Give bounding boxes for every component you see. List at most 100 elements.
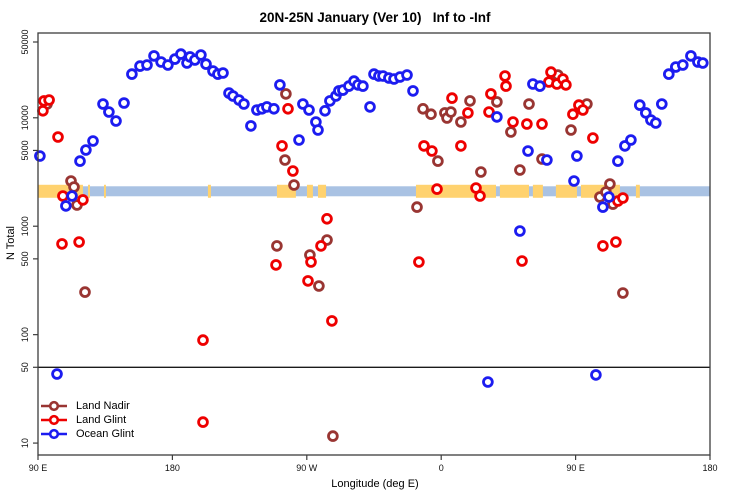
- land-band-segment: [555, 184, 577, 198]
- data-point: [612, 155, 624, 167]
- data-point: [118, 97, 130, 109]
- y-axis-title: N Total: [5, 225, 17, 261]
- data-point: [126, 68, 138, 80]
- x-tick-label: 90 E: [29, 463, 48, 473]
- data-point: [217, 67, 229, 79]
- data-point: [319, 105, 331, 117]
- data-point: [521, 118, 533, 130]
- data-point: [507, 116, 519, 128]
- data-point: [73, 236, 85, 248]
- land-band-segment: [207, 184, 211, 198]
- land-band-segment: [318, 184, 327, 198]
- data-point: [79, 286, 91, 298]
- data-point: [446, 92, 458, 104]
- data-point: [195, 49, 207, 61]
- data-point: [303, 104, 315, 116]
- data-point: [80, 144, 92, 156]
- data-point: [97, 98, 109, 110]
- land-band-segment: [88, 184, 90, 198]
- data-point: [288, 179, 300, 191]
- data-point: [662, 68, 675, 80]
- data-point: [604, 178, 616, 190]
- legend-marker-icon: [41, 414, 67, 426]
- legend-marker-icon: [41, 400, 67, 412]
- data-point: [499, 70, 511, 82]
- data-point: [464, 95, 476, 107]
- data-point: [407, 85, 419, 97]
- data-point: [462, 107, 474, 119]
- data-point: [66, 190, 78, 202]
- data-point: [57, 190, 69, 202]
- data-point: [432, 155, 444, 167]
- data-point: [321, 213, 333, 225]
- data-point: [617, 287, 629, 299]
- legend-item-ocean-glint: Ocean Glint: [40, 427, 134, 441]
- data-point: [545, 66, 557, 78]
- data-point: [274, 79, 286, 91]
- data-point: [357, 80, 369, 92]
- x-tick-label: 180: [165, 463, 180, 473]
- data-point: [655, 98, 668, 110]
- data-point: [51, 368, 63, 380]
- data-point: [568, 175, 580, 187]
- land-band-segment: [104, 184, 106, 198]
- data-point: [483, 106, 495, 118]
- data-point: [110, 115, 122, 127]
- legend-label: Ocean Glint: [76, 428, 135, 440]
- data-point: [491, 111, 503, 123]
- data-point: [418, 140, 430, 152]
- land-band-segment: [306, 184, 313, 198]
- data-point: [500, 80, 512, 92]
- data-point: [633, 99, 646, 111]
- data-point: [276, 140, 288, 152]
- data-point: [491, 96, 503, 108]
- data-point: [516, 255, 528, 267]
- data-point: [162, 59, 174, 71]
- chart-title: 20N-25N January (Ver 10) Inf to -Inf: [259, 10, 491, 25]
- land-band-segment: [532, 184, 543, 198]
- data-point: [305, 256, 317, 268]
- data-point: [522, 145, 534, 157]
- y-tick-label: 50: [20, 362, 30, 372]
- data-point: [625, 134, 637, 146]
- data-point: [326, 315, 338, 327]
- y-tick-label: 50000: [20, 29, 30, 54]
- data-point: [587, 132, 599, 144]
- legend: Land Nadir Land Glint Ocean Glint: [40, 399, 134, 441]
- data-point: [676, 59, 689, 71]
- data-point: [413, 256, 425, 268]
- data-point: [597, 201, 609, 213]
- data-point: [313, 280, 325, 292]
- data-point: [617, 192, 629, 204]
- data-point: [52, 131, 64, 143]
- data-point: [60, 200, 72, 212]
- data-point: [445, 106, 457, 118]
- data-point: [565, 124, 577, 136]
- x-tick-label: 180: [702, 463, 717, 473]
- plot-frame: [37, 32, 711, 456]
- data-point: [514, 225, 526, 237]
- data-point: [74, 155, 86, 167]
- data-point: [245, 120, 257, 132]
- data-point: [590, 369, 602, 381]
- data-point: [485, 88, 497, 100]
- data-point: [567, 108, 579, 120]
- data-point: [293, 134, 305, 146]
- data-point: [685, 50, 697, 62]
- data-point: [475, 166, 487, 178]
- legend-item-land-glint: Land Glint: [40, 413, 134, 427]
- data-point: [610, 236, 622, 248]
- y-tick-label: 5000: [20, 140, 30, 160]
- data-point: [282, 103, 294, 115]
- data-point: [148, 50, 160, 62]
- data-point: [523, 98, 535, 110]
- data-point: [37, 105, 49, 117]
- data-point: [175, 48, 187, 60]
- legend-marker-icon: [41, 428, 67, 440]
- data-point: [280, 88, 292, 100]
- data-point: [268, 103, 280, 115]
- data-point: [270, 259, 282, 271]
- data-point: [141, 59, 153, 71]
- land-band-segment: [635, 184, 640, 198]
